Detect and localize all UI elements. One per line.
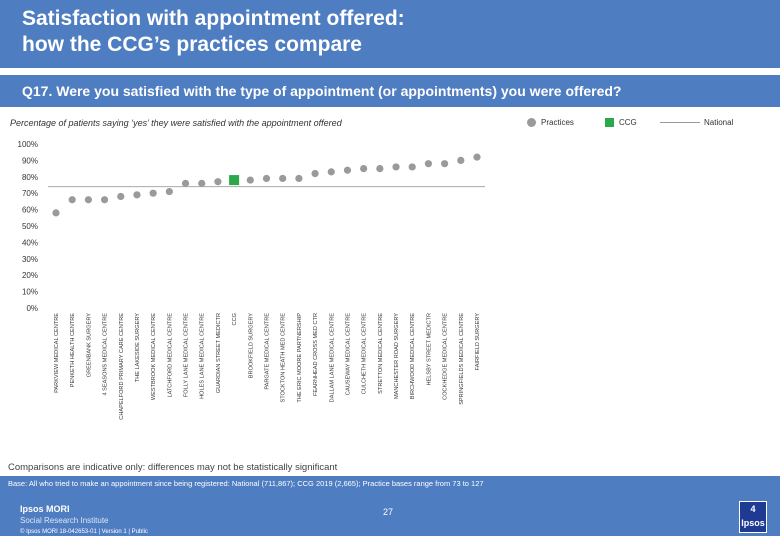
practice-point (424, 160, 433, 168)
y-tick-label: 40% (22, 238, 38, 247)
legend-ccg-marker (605, 118, 614, 127)
category-label: STOCKTON HEATH MED CENTRE (281, 313, 287, 403)
category-label: FEARNHEAD CROSS MED CTR (313, 313, 319, 396)
ipsos-badge-icon: 4 Ipsos (739, 501, 767, 533)
practice-point (457, 156, 465, 164)
category-label: FAIRFIELD SURGERY (475, 313, 481, 371)
legend-ccg-label: CCG (619, 118, 637, 127)
category-label: DALLAM LANE MEDICAL CENTRE (329, 313, 335, 403)
category-label: SPRINGFIELDS MEDICAL CENTRE (459, 313, 465, 405)
page-title: Satisfaction with appointment offered: h… (22, 6, 405, 58)
comparison-note: Comparisons are indicative only: differe… (8, 462, 338, 473)
category-label: LATCHFORD MEDICAL CENTRE (167, 313, 173, 398)
practice-point (376, 165, 384, 173)
category-label: PARKVIEW MEDICAL CENTRE (54, 313, 60, 393)
category-label: THE ERIC MOORE PARTNERSHIP (297, 313, 303, 403)
practice-point (68, 196, 76, 204)
practice-point (295, 174, 303, 183)
practice-point (343, 166, 352, 174)
category-label: MANCHESTER ROAD SURGERY (394, 313, 400, 399)
practice-point (100, 196, 109, 204)
practice-point (311, 169, 319, 178)
category-label: PARGATE MEDICAL CENTRE (265, 313, 271, 390)
category-label: WESTBROOK MEDICAL CENTRE (151, 313, 157, 400)
practice-point (52, 209, 60, 217)
practice-point (149, 189, 157, 197)
legend-practices-label: Practices (541, 118, 574, 127)
title-bar: Satisfaction with appointment offered: h… (0, 0, 780, 68)
practice-point (279, 174, 287, 183)
y-tick-label: 80% (22, 173, 38, 182)
category-label: GUARDIAN STREET MEDICTR (216, 313, 222, 393)
y-tick-label: 60% (22, 206, 38, 215)
question-bar: Q17. Were you satisfied with the type of… (0, 75, 780, 107)
practice-point (392, 163, 400, 171)
practice-point (441, 160, 449, 168)
practice-point (198, 179, 206, 187)
category-label: CULCHETH MEDICAL CENTRE (362, 313, 368, 394)
y-tick-label: 0% (26, 304, 38, 313)
practice-point (117, 192, 125, 201)
practice-point (360, 165, 368, 173)
practice-point (84, 196, 92, 204)
category-label: CHAPELFORD PRIMARY CARE CENTRE (119, 313, 125, 420)
ipsos-logo-text: Ipsos MORI (20, 504, 70, 514)
ccg-marker (229, 175, 240, 186)
category-label: CCG (232, 313, 238, 325)
practice-point (262, 174, 271, 183)
practice-point (246, 176, 254, 184)
y-tick-label: 20% (22, 271, 38, 280)
category-label: HELSBY STREET MEDICTR (426, 313, 432, 386)
y-tick-label: 50% (22, 222, 38, 231)
title-line-1: Satisfaction with appointment offered: (22, 7, 405, 30)
legend-practices-marker (527, 118, 536, 127)
base-note: Base: All who tried to make an appointme… (8, 479, 484, 488)
category-label: PENKETH HEALTH CENTRE (70, 313, 76, 387)
category-label: CAUSEWAY MEDICAL CENTRE (345, 313, 351, 395)
satisfaction-chart: 0% 10% 20% 30% 40% 50% 60% 70% 80% 90% 100% PARKVIE… (18, 140, 485, 420)
category-label: HOLES LANE MEDICAL CENTRE (200, 313, 206, 399)
y-tick-label: 70% (22, 189, 38, 198)
category-label: 4 SEASONS MEDICAL CENTRE (103, 313, 109, 396)
category-label: STRETTON MEDICAL CENTRE (378, 313, 384, 394)
y-tick-label: 90% (22, 156, 38, 165)
legend-national-label: National (704, 118, 734, 127)
chart-legend: Practices CCG National (527, 116, 777, 132)
question-text: Q17. Were you satisfied with the type of… (22, 83, 622, 99)
practice-point (133, 191, 141, 199)
title-line-2: how the CCG’s practices compare (22, 33, 362, 56)
category-label: GREENBANK SURGERY (86, 313, 92, 378)
copyright: © Ipsos MORI 18-042653-01 | Version 1 | … (20, 529, 148, 535)
y-tick-label: 100% (18, 140, 38, 149)
practice-point (408, 163, 416, 171)
y-tick-label: 10% (22, 288, 38, 297)
logo-subtitle: Social Research Institute (20, 516, 109, 525)
chart-subtitle: Percentage of patients saying ‘yes’ they… (10, 118, 342, 128)
practice-point (327, 168, 335, 176)
category-label: BIRCHWOOD MEDICAL CENTRE (410, 313, 416, 399)
category-label: COCKHEDGE MEDICAL CENTRE (443, 313, 449, 400)
practice-point (214, 178, 222, 186)
category-label: FOLLY LANE MEDICAL CENTRE (184, 313, 190, 397)
practice-point (165, 187, 173, 196)
category-label: BROOKFIELD SURGERY (248, 313, 254, 378)
practice-point (181, 179, 190, 187)
category-label: THE LAKESIDE SURGERY (135, 313, 141, 382)
page-number: 27 (383, 507, 394, 517)
y-tick-label: 30% (22, 255, 38, 264)
legend-national-marker (660, 122, 700, 123)
footer-bar: Base: All who tried to make an appointme… (0, 476, 780, 536)
practice-point (473, 153, 481, 161)
